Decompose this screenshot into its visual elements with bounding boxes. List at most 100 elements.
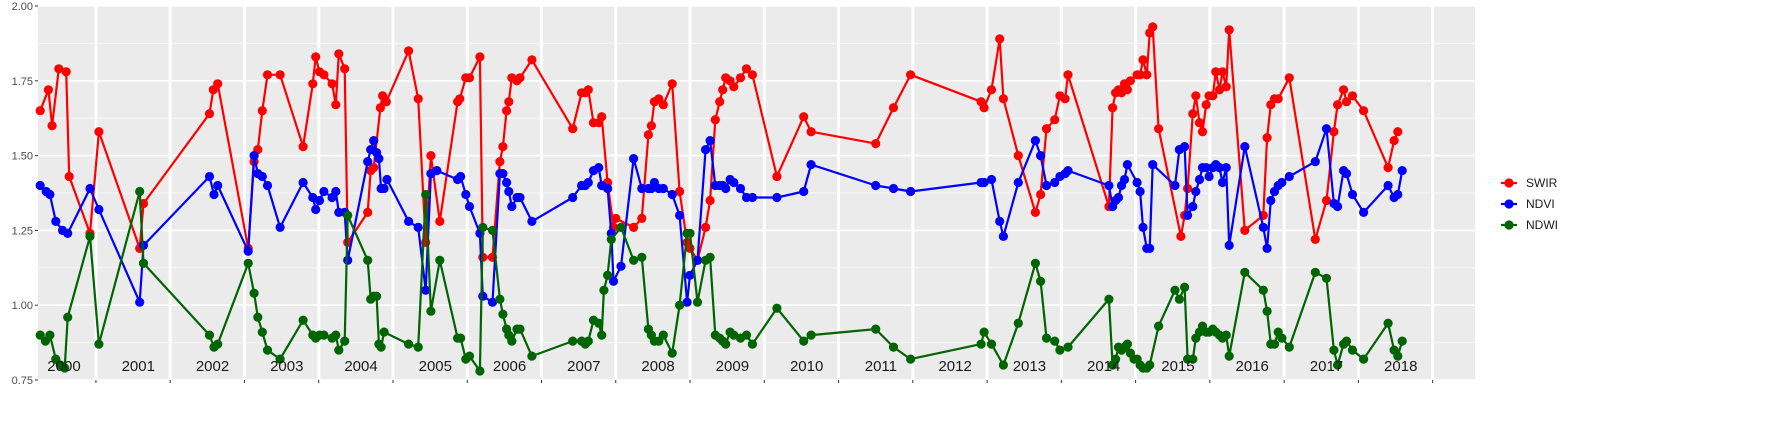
year-label: 2008 <box>641 358 674 375</box>
swir-point <box>701 222 711 232</box>
ndwi-series <box>35 186 1407 376</box>
ndwi-point <box>906 354 916 364</box>
swir-point <box>1191 91 1201 101</box>
swir-point <box>1142 70 1152 80</box>
y-tick-label: 1.00 <box>12 300 33 312</box>
swir-point <box>1284 73 1294 83</box>
swir-point <box>646 121 657 131</box>
ndvi-point <box>979 177 989 188</box>
swir-point <box>1041 124 1052 134</box>
ndvi-point <box>629 154 639 164</box>
swir-point <box>799 112 809 122</box>
swir-point <box>257 106 267 116</box>
ndvi-point <box>799 186 809 197</box>
swir-point <box>1389 136 1399 146</box>
ndvi-point <box>1262 243 1272 253</box>
ndwi-point <box>998 360 1009 370</box>
ndvi-point <box>667 189 677 200</box>
swir-point <box>64 171 74 182</box>
y-tick-label: 1.25 <box>12 225 33 237</box>
swir-point <box>404 46 414 56</box>
ndvi-point <box>1397 166 1407 176</box>
ndwi-point <box>1030 258 1040 268</box>
ndvi-point <box>51 216 61 226</box>
ndvi-point <box>135 297 145 307</box>
swir-point <box>675 186 685 197</box>
y-tick-label: 0.75 <box>12 375 33 387</box>
ndvi-point <box>1310 157 1320 167</box>
ndwi-point <box>1111 354 1121 364</box>
legend-label-ndvi: NDVI <box>1526 197 1555 211</box>
swir-point <box>643 130 654 140</box>
swir-point <box>94 127 104 137</box>
ndwi-point <box>1145 360 1155 370</box>
swir-point <box>413 94 423 104</box>
ndvi-point <box>995 216 1005 226</box>
swir-point <box>568 124 578 134</box>
ndvi-point <box>209 189 219 200</box>
ndvi-point <box>1266 195 1276 206</box>
swir-point <box>741 64 752 74</box>
swir-point <box>61 67 71 77</box>
ndwi-point <box>1221 330 1231 340</box>
ndwi-point <box>1277 333 1287 343</box>
swir-point <box>35 106 45 116</box>
ndvi-point <box>603 183 613 194</box>
ndvi-point <box>906 186 916 197</box>
ndvi-point <box>658 183 668 194</box>
swir-point <box>1341 97 1352 107</box>
ndvi-point <box>1277 177 1287 188</box>
year-label: 2011 <box>865 358 897 375</box>
ndvi-point <box>63 228 73 238</box>
ndvi-point <box>735 183 746 194</box>
swir-point <box>381 97 391 107</box>
ndvi-point <box>363 157 373 167</box>
ndwi-point <box>475 366 485 376</box>
ndwi-point <box>1055 345 1065 355</box>
ndvi-point <box>1180 142 1190 152</box>
ndvi-point <box>1138 222 1148 232</box>
ndvi-point <box>85 183 95 194</box>
swir-point <box>1176 231 1186 241</box>
ndvi-point <box>319 186 329 197</box>
swir-point <box>1013 151 1023 161</box>
ndwi-point <box>138 258 149 268</box>
year-label: 2004 <box>344 358 377 375</box>
swir-point <box>1347 91 1358 101</box>
swir-point <box>1217 67 1228 77</box>
swir-point <box>705 195 715 206</box>
ndvi-point <box>1183 210 1193 220</box>
ndwi-point <box>871 324 881 334</box>
ndwi-point <box>976 339 986 349</box>
ndwi-point <box>1122 339 1132 349</box>
swir-point <box>327 79 337 89</box>
ndvi-point <box>1240 142 1250 152</box>
swir-point <box>498 142 508 152</box>
ndwi-point <box>888 342 899 352</box>
legend-key-point-swir <box>1504 178 1514 188</box>
swir-point <box>1060 94 1070 104</box>
ndvi-point <box>374 154 384 164</box>
y-tick-label: 2.00 <box>12 1 33 13</box>
ndwi-point <box>1013 318 1023 328</box>
ndwi-point <box>478 222 488 232</box>
legend-label-swir: SWIR <box>1526 176 1558 190</box>
swir-point <box>1208 91 1218 101</box>
ndwi-point <box>1269 339 1280 349</box>
ndvi-point <box>487 297 498 307</box>
ndwi-point <box>806 330 816 340</box>
swir-point <box>747 70 758 80</box>
ndvi-point <box>379 183 389 194</box>
ndwi-point <box>372 291 382 301</box>
ndwi-point <box>334 345 344 355</box>
ndvi-point <box>502 177 512 188</box>
swir-point <box>375 103 385 113</box>
swir-point <box>979 103 989 113</box>
swir-point <box>772 171 782 182</box>
ndwi-point <box>692 297 703 307</box>
swir-series <box>35 22 1403 265</box>
ndwi-point <box>772 303 782 313</box>
swir-point <box>527 55 537 65</box>
ndvi-point <box>998 231 1009 241</box>
ndvi-point <box>594 163 604 173</box>
